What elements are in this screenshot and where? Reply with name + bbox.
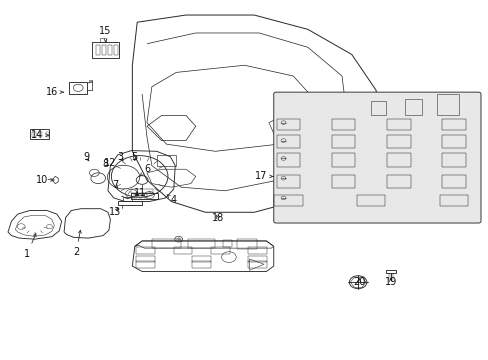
Text: 6: 6 bbox=[140, 164, 150, 176]
Bar bbox=[92, 42, 119, 58]
Bar bbox=[274, 195, 302, 206]
Bar bbox=[386, 119, 410, 130]
Text: 20: 20 bbox=[352, 277, 365, 287]
Text: 3: 3 bbox=[117, 152, 123, 162]
Bar bbox=[248, 247, 266, 253]
Bar bbox=[222, 240, 232, 247]
Bar bbox=[39, 132, 42, 136]
Bar bbox=[405, 99, 422, 116]
Bar bbox=[276, 153, 300, 167]
Bar bbox=[131, 189, 153, 193]
Bar bbox=[276, 175, 300, 188]
Bar bbox=[442, 119, 465, 130]
Text: 14: 14 bbox=[31, 130, 49, 140]
Text: 7: 7 bbox=[112, 180, 118, 190]
Text: 16: 16 bbox=[46, 87, 63, 97]
Bar bbox=[386, 175, 410, 188]
Bar bbox=[331, 119, 355, 130]
Bar bbox=[136, 247, 155, 253]
Bar bbox=[192, 261, 210, 268]
Text: 9: 9 bbox=[83, 152, 89, 162]
Bar bbox=[385, 270, 395, 273]
Bar bbox=[386, 135, 410, 148]
Text: 8: 8 bbox=[102, 159, 108, 169]
Bar bbox=[30, 130, 49, 139]
Bar bbox=[173, 247, 192, 253]
Bar bbox=[134, 194, 137, 198]
FancyBboxPatch shape bbox=[273, 92, 480, 223]
Text: 11: 11 bbox=[133, 188, 145, 198]
Bar bbox=[276, 119, 300, 130]
Text: 5: 5 bbox=[131, 152, 138, 162]
Bar bbox=[114, 45, 118, 55]
Bar bbox=[192, 256, 210, 262]
Bar bbox=[89, 80, 92, 82]
Bar bbox=[152, 239, 181, 248]
Text: 17: 17 bbox=[255, 171, 273, 181]
Text: 2: 2 bbox=[73, 230, 81, 257]
Bar bbox=[211, 247, 229, 253]
Bar bbox=[356, 195, 385, 206]
Bar bbox=[442, 135, 465, 148]
Text: 4: 4 bbox=[167, 195, 177, 205]
Text: 15: 15 bbox=[99, 26, 111, 42]
Bar bbox=[100, 39, 105, 42]
Bar bbox=[188, 239, 215, 248]
Bar bbox=[248, 256, 266, 262]
Bar bbox=[237, 239, 256, 249]
Bar bbox=[118, 201, 142, 205]
Text: 18: 18 bbox=[211, 213, 224, 222]
Bar bbox=[136, 256, 155, 262]
Bar bbox=[136, 261, 155, 268]
Bar bbox=[122, 197, 132, 201]
Text: 1: 1 bbox=[24, 234, 36, 258]
Bar bbox=[442, 153, 465, 167]
Bar bbox=[386, 153, 410, 167]
Bar bbox=[45, 132, 49, 136]
Bar bbox=[442, 175, 465, 188]
Bar bbox=[96, 45, 100, 55]
Bar bbox=[143, 194, 147, 198]
Text: 13: 13 bbox=[109, 207, 121, 217]
Bar bbox=[439, 195, 468, 206]
Bar bbox=[108, 45, 112, 55]
Bar bbox=[370, 101, 385, 116]
Bar bbox=[331, 135, 355, 148]
Text: 10: 10 bbox=[36, 175, 54, 185]
Bar bbox=[331, 153, 355, 167]
Text: 12: 12 bbox=[104, 158, 116, 168]
Bar bbox=[248, 261, 266, 268]
Bar bbox=[139, 194, 142, 198]
Bar bbox=[32, 132, 36, 136]
Bar bbox=[331, 175, 355, 188]
Bar bbox=[131, 193, 158, 199]
Bar bbox=[276, 135, 300, 148]
Bar bbox=[69, 82, 87, 94]
Bar bbox=[102, 45, 106, 55]
Bar bbox=[436, 94, 458, 116]
Text: 19: 19 bbox=[384, 277, 396, 287]
